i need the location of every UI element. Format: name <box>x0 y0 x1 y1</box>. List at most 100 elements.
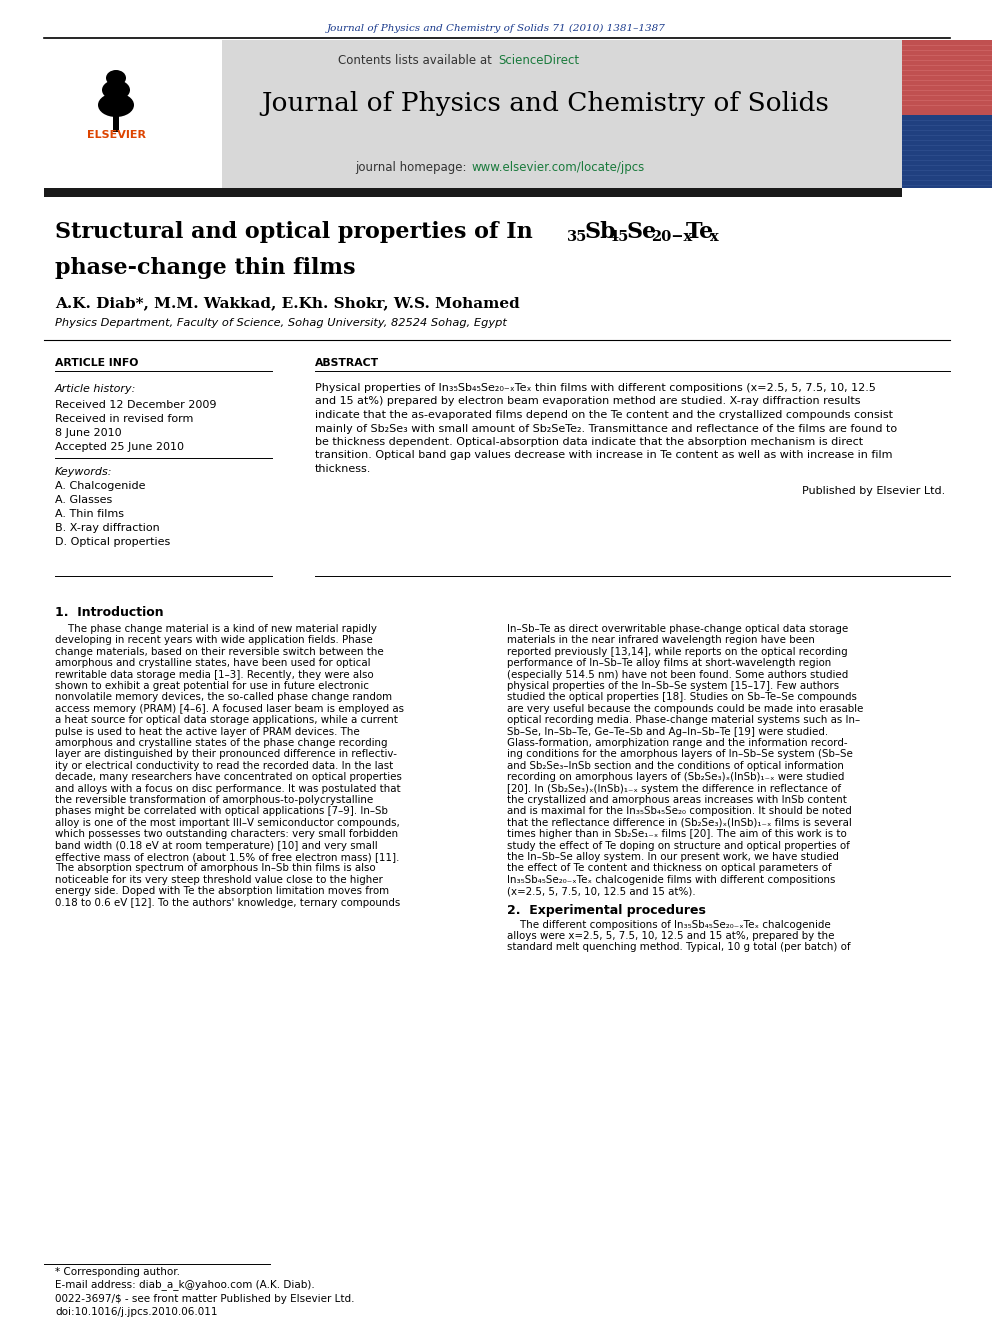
Bar <box>44 188 902 197</box>
Text: ARTICLE INFO: ARTICLE INFO <box>55 359 138 368</box>
Text: Journal of Physics and Chemistry of Solids 71 (2010) 1381–1387: Journal of Physics and Chemistry of Soli… <box>326 24 666 33</box>
Text: phase-change thin films: phase-change thin films <box>55 257 355 279</box>
Text: A. Thin films: A. Thin films <box>55 509 124 519</box>
Text: phases might be correlated with optical applications [7–9]. In–Sb: phases might be correlated with optical … <box>55 807 388 816</box>
Text: are very useful because the compounds could be made into erasable: are very useful because the compounds co… <box>507 704 863 714</box>
Text: which possesses two outstanding characters: very small forbidden: which possesses two outstanding characte… <box>55 830 398 839</box>
Text: Glass-formation, amorphization range and the information record-: Glass-formation, amorphization range and… <box>507 738 847 747</box>
Text: the crystallized and amorphous areas increases with InSb content: the crystallized and amorphous areas inc… <box>507 795 847 804</box>
Text: times higher than in Sb₂Se₁₋ₓ films [20]. The aim of this work is to: times higher than in Sb₂Se₁₋ₓ films [20]… <box>507 830 847 839</box>
Text: Contents lists available at: Contents lists available at <box>338 53 496 66</box>
Text: The absorption spectrum of amorphous In–Sb thin films is also: The absorption spectrum of amorphous In–… <box>55 864 376 873</box>
Text: studied the optical properties [18]. Studies on Sb–Te–Se compounds: studied the optical properties [18]. Stu… <box>507 692 857 703</box>
Text: Journal of Physics and Chemistry of Solids: Journal of Physics and Chemistry of Soli… <box>261 90 829 115</box>
Text: be thickness dependent. Optical-absorption data indicate that the absorption mec: be thickness dependent. Optical-absorpti… <box>315 437 863 447</box>
Text: Se: Se <box>626 221 657 243</box>
Text: A. Chalcogenide: A. Chalcogenide <box>55 482 146 491</box>
Text: energy side. Doped with Te the absorption limitation moves from: energy side. Doped with Te the absorptio… <box>55 886 389 896</box>
Text: the reversible transformation of amorphous-to-polycrystalline: the reversible transformation of amorpho… <box>55 795 373 804</box>
Text: and 15 at%) prepared by electron beam evaporation method are studied. X-ray diff: and 15 at%) prepared by electron beam ev… <box>315 397 860 406</box>
Text: 8 June 2010: 8 June 2010 <box>55 429 122 438</box>
Text: indicate that the as-evaporated films depend on the Te content and the crystalli: indicate that the as-evaporated films de… <box>315 410 893 419</box>
Text: journal homepage:: journal homepage: <box>355 160 470 173</box>
Text: 0022-3697/$ - see front matter Published by Elsevier Ltd.: 0022-3697/$ - see front matter Published… <box>55 1294 354 1304</box>
Text: that the reflectance difference in (Sb₂Se₃)ₓ(InSb)₁₋ₓ films is several: that the reflectance difference in (Sb₂S… <box>507 818 852 828</box>
Text: amorphous and crystalline states, have been used for optical: amorphous and crystalline states, have b… <box>55 659 370 668</box>
Text: * Corresponding author.: * Corresponding author. <box>55 1267 180 1277</box>
Text: D. Optical properties: D. Optical properties <box>55 537 171 546</box>
Text: (x=2.5, 5, 7.5, 10, 12.5 and 15 at%).: (x=2.5, 5, 7.5, 10, 12.5 and 15 at%). <box>507 886 695 896</box>
Ellipse shape <box>102 79 130 101</box>
Text: (especially 514.5 nm) have not been found. Some authors studied: (especially 514.5 nm) have not been foun… <box>507 669 848 680</box>
Bar <box>113 112 119 132</box>
Text: B. X-ray diffraction: B. X-ray diffraction <box>55 523 160 533</box>
Text: Physical properties of In₃₅Sb₄₅Se₂₀₋ₓTeₓ thin films with different compositions : Physical properties of In₃₅Sb₄₅Se₂₀₋ₓTeₓ… <box>315 382 876 393</box>
Text: 20−x: 20−x <box>651 230 692 243</box>
Text: ity or electrical conductivity to read the recorded data. In the last: ity or electrical conductivity to read t… <box>55 761 393 771</box>
Text: band width (0.18 eV at room temperature) [10] and very small: band width (0.18 eV at room temperature)… <box>55 840 378 851</box>
Text: A.K. Diab*, M.M. Wakkad, E.Kh. Shokr, W.S. Mohamed: A.K. Diab*, M.M. Wakkad, E.Kh. Shokr, W.… <box>55 296 520 310</box>
Text: Accepted 25 June 2010: Accepted 25 June 2010 <box>55 442 184 452</box>
Text: change materials, based on their reversible switch between the: change materials, based on their reversi… <box>55 647 384 656</box>
Text: the effect of Te content and thickness on optical parameters of: the effect of Te content and thickness o… <box>507 864 831 873</box>
Text: Article history:: Article history: <box>55 384 136 394</box>
Ellipse shape <box>106 70 126 86</box>
Text: ScienceDirect: ScienceDirect <box>498 53 579 66</box>
Text: 45: 45 <box>608 230 628 243</box>
Text: pulse is used to heat the active layer of PRAM devices. The: pulse is used to heat the active layer o… <box>55 726 360 737</box>
Text: 2.  Experimental procedures: 2. Experimental procedures <box>507 904 706 917</box>
Text: Received in revised form: Received in revised form <box>55 414 193 423</box>
Text: nonvolatile memory devices, the so-called phase change random: nonvolatile memory devices, the so-calle… <box>55 692 392 703</box>
Text: a heat source for optical data storage applications, while a current: a heat source for optical data storage a… <box>55 716 398 725</box>
Text: Structural and optical properties of In: Structural and optical properties of In <box>55 221 533 243</box>
Text: ABSTRACT: ABSTRACT <box>315 359 379 368</box>
Bar <box>902 40 992 115</box>
Text: 35: 35 <box>567 230 587 243</box>
Ellipse shape <box>98 93 134 116</box>
Text: study the effect of Te doping on structure and optical properties of: study the effect of Te doping on structu… <box>507 840 850 851</box>
Text: ing conditions for the amorphous layers of In–Sb–Se system (Sb–Se: ing conditions for the amorphous layers … <box>507 749 853 759</box>
Text: Keywords:: Keywords: <box>55 467 112 478</box>
Text: and alloys with a focus on disc performance. It was postulated that: and alloys with a focus on disc performa… <box>55 783 401 794</box>
Text: x: x <box>710 230 719 243</box>
Text: mainly of Sb₂Se₃ with small amount of Sb₂SeTe₂. Transmittance and reflectance of: mainly of Sb₂Se₃ with small amount of Sb… <box>315 423 897 434</box>
Text: ELSEVIER: ELSEVIER <box>86 130 146 140</box>
Text: developing in recent years with wide application fields. Phase: developing in recent years with wide app… <box>55 635 373 646</box>
Text: and Sb₂Se₃–InSb section and the conditions of optical information: and Sb₂Se₃–InSb section and the conditio… <box>507 761 844 771</box>
Text: [20]. In (Sb₂Se₃)ₓ(InSb)₁₋ₓ system the difference in reflectance of: [20]. In (Sb₂Se₃)ₓ(InSb)₁₋ₓ system the d… <box>507 783 841 794</box>
Text: In–Sb–Te as direct overwritable phase-change optical data storage: In–Sb–Te as direct overwritable phase-ch… <box>507 624 848 634</box>
Text: shown to exhibit a great potential for use in future electronic: shown to exhibit a great potential for u… <box>55 681 369 691</box>
Text: access memory (PRAM) [4–6]. A focused laser beam is employed as: access memory (PRAM) [4–6]. A focused la… <box>55 704 404 714</box>
Text: and is maximal for the In₃₅Sb₄₅Se₂₀ composition. It should be noted: and is maximal for the In₃₅Sb₄₅Se₂₀ comp… <box>507 807 852 816</box>
Text: doi:10.1016/j.jpcs.2010.06.011: doi:10.1016/j.jpcs.2010.06.011 <box>55 1307 217 1316</box>
Text: Received 12 December 2009: Received 12 December 2009 <box>55 400 216 410</box>
Text: Physics Department, Faculty of Science, Sohag University, 82524 Sohag, Egypt: Physics Department, Faculty of Science, … <box>55 318 507 328</box>
Text: alloy is one of the most important III–V semiconductor compounds,: alloy is one of the most important III–V… <box>55 818 400 828</box>
Text: recording on amorphous layers of (Sb₂Se₃)ₓ(InSb)₁₋ₓ were studied: recording on amorphous layers of (Sb₂Se₃… <box>507 773 844 782</box>
Text: optical recording media. Phase-change material systems such as In–: optical recording media. Phase-change ma… <box>507 716 860 725</box>
Text: performance of In–Sb–Te alloy films at short-wavelength region: performance of In–Sb–Te alloy films at s… <box>507 659 831 668</box>
Text: layer are distinguished by their pronounced difference in reflectiv-: layer are distinguished by their pronoun… <box>55 749 397 759</box>
Text: www.elsevier.com/locate/jpcs: www.elsevier.com/locate/jpcs <box>472 160 645 173</box>
Text: materials in the near infrared wavelength region have been: materials in the near infrared wavelengt… <box>507 635 814 646</box>
Bar <box>44 40 222 188</box>
Text: alloys were x=2.5, 5, 7.5, 10, 12.5 and 15 at%, prepared by the: alloys were x=2.5, 5, 7.5, 10, 12.5 and … <box>507 931 834 941</box>
Bar <box>44 40 902 188</box>
Text: A. Glasses: A. Glasses <box>55 495 112 505</box>
Text: 0.18 to 0.6 eV [12]. To the authors' knowledge, ternary compounds: 0.18 to 0.6 eV [12]. To the authors' kno… <box>55 897 400 908</box>
Text: effective mass of electron (about 1.5% of free electron mass) [11].: effective mass of electron (about 1.5% o… <box>55 852 400 863</box>
Text: the In–Sb–Se alloy system. In our present work, we have studied: the In–Sb–Se alloy system. In our presen… <box>507 852 839 863</box>
Text: The phase change material is a kind of new material rapidly: The phase change material is a kind of n… <box>55 624 377 634</box>
Text: Sb: Sb <box>584 221 616 243</box>
Text: The different compositions of In₃₅Sb₄₅Se₂₀₋ₓTeₓ chalcogenide: The different compositions of In₃₅Sb₄₅Se… <box>507 919 830 930</box>
Text: reported previously [13,14], while reports on the optical recording: reported previously [13,14], while repor… <box>507 647 847 656</box>
Text: decade, many researchers have concentrated on optical properties: decade, many researchers have concentrat… <box>55 773 402 782</box>
Text: In₃₅Sb₄₅Se₂₀₋ₓTeₓ chalcogenide films with different compositions: In₃₅Sb₄₅Se₂₀₋ₓTeₓ chalcogenide films wit… <box>507 875 835 885</box>
Text: amorphous and crystalline states of the phase change recording: amorphous and crystalline states of the … <box>55 738 388 747</box>
Text: physical properties of the In–Sb–Se system [15–17]. Few authors: physical properties of the In–Sb–Se syst… <box>507 681 839 691</box>
Text: 1.  Introduction: 1. Introduction <box>55 606 164 618</box>
Bar <box>902 115 992 188</box>
Text: Te: Te <box>686 221 714 243</box>
Text: thickness.: thickness. <box>315 464 371 474</box>
Text: rewritable data storage media [1–3]. Recently, they were also: rewritable data storage media [1–3]. Rec… <box>55 669 374 680</box>
